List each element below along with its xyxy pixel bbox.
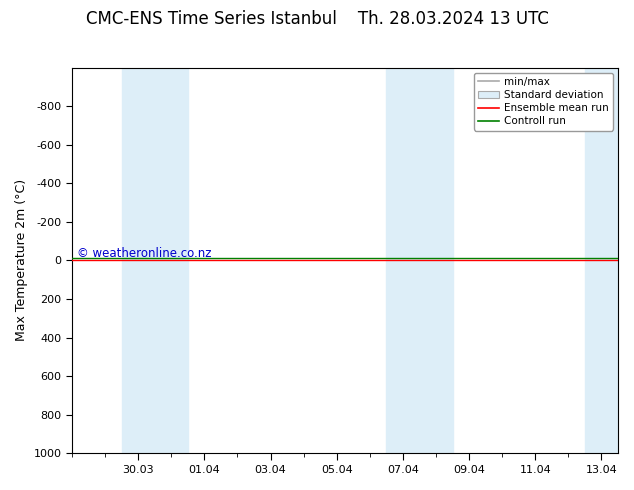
Bar [122,68,188,453]
Bar [585,68,618,453]
Text: CMC-ENS Time Series Istanbul    Th. 28.03.2024 13 UTC: CMC-ENS Time Series Istanbul Th. 28.03.2… [86,10,548,28]
Bar [386,68,453,453]
Text: © weatheronline.co.nz: © weatheronline.co.nz [77,247,212,260]
Legend: min/max, Standard deviation, Ensemble mean run, Controll run: min/max, Standard deviation, Ensemble me… [474,73,613,130]
Y-axis label: Max Temperature 2m (°C): Max Temperature 2m (°C) [15,179,28,342]
